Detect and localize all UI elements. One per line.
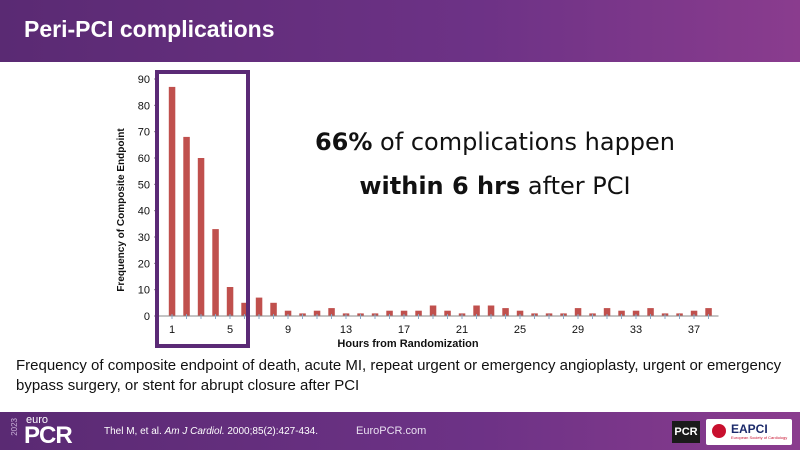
bar-hour-4 (212, 229, 219, 316)
citation-authors: Thel M, et al. (104, 426, 165, 437)
bar-hour-33 (632, 310, 640, 316)
y-tick-label: 40 (138, 206, 150, 218)
bar-hour-17 (400, 310, 408, 316)
bar-hour-23 (487, 305, 495, 316)
y-tick-label: 20 (138, 258, 150, 270)
x-tick-label: 25 (514, 324, 526, 336)
bar-hour-6 (241, 302, 248, 316)
logo-pcr: PCR (24, 422, 73, 449)
bar-hour-19 (429, 305, 437, 316)
y-tick-label: 90 (138, 74, 150, 86)
y-tick-label: 0 (144, 311, 150, 323)
bar-hour-9 (284, 310, 292, 316)
headline-percentage: 66% (314, 128, 373, 156)
heart-icon (712, 424, 726, 438)
x-tick-label: 21 (456, 324, 468, 336)
x-tick-label: 17 (398, 324, 410, 336)
europcr-logo: 2023 euro PCR (10, 414, 90, 449)
slide-title: Peri-PCI complications (24, 16, 275, 42)
y-tick-labels: 0 10 20 30 40 50 60 70 80 90 (138, 74, 150, 323)
bar-hour-37 (690, 310, 698, 316)
bar-hour-3 (197, 158, 205, 316)
x-tick-labels: 1 5 9 13 17 21 25 29 33 37 (169, 324, 700, 336)
headline-timeframe: within 6 hrs (359, 172, 521, 200)
eapci-sub-label: European Society of Cardiology (731, 435, 788, 440)
bar-hour-20 (444, 310, 451, 316)
bar-hour-11 (313, 310, 321, 316)
bar-hour-24 (502, 308, 509, 316)
slide-footer: 2023 euro PCR Thel M, et al. Am J Cardio… (0, 412, 800, 450)
eapci-logo: EAPCI European Society of Cardiology (706, 419, 792, 445)
bar-hour-38 (705, 308, 712, 316)
reference-citation: Thel M, et al. Am J Cardiol. 2000;85(2):… (104, 426, 318, 437)
bar-hour-25 (516, 310, 524, 316)
y-tick-label: 50 (138, 179, 150, 191)
headline-line-2-text: after PCI (520, 172, 631, 200)
bar-hour-7 (255, 297, 263, 316)
bar-hour-18 (415, 310, 422, 316)
bar-hour-2 (183, 136, 190, 316)
x-axis-label: Hours from Randomization (337, 338, 478, 350)
headline-line-1: 66% of complications happen (290, 120, 700, 164)
complications-bar-chart: 0 10 20 30 40 50 60 70 80 90 1 5 9 13 17 21 25 29 33 37 Ho… (116, 70, 719, 350)
citation-journal: Am J Cardiol. (164, 426, 225, 437)
early-hours-highlight-box (155, 70, 250, 348)
x-tick-label: 29 (572, 324, 584, 336)
x-tick-label: 37 (688, 324, 700, 336)
y-tick-label: 10 (138, 285, 150, 297)
bar-series (168, 86, 712, 317)
bar-hour-32 (618, 310, 625, 316)
citation-details: 2000;85(2):427-434. (224, 426, 318, 437)
pcr-badge-logo: PCR (672, 421, 700, 443)
figure-caption: Frequency of composite endpoint of death… (16, 357, 782, 394)
bar-hour-34 (647, 308, 654, 316)
headline-line-2: within 6 hrs after PCI (290, 164, 700, 208)
bar-hour-8 (270, 302, 277, 316)
bar-hour-31 (603, 308, 611, 316)
logo-euro: euro (26, 414, 49, 426)
y-tick-label: 30 (138, 232, 150, 244)
x-tick-label: 13 (340, 324, 352, 336)
y-tick-label: 60 (138, 153, 150, 165)
website-url[interactable]: EuroPCR.com (356, 425, 427, 437)
x-tick-label: 1 (169, 324, 175, 336)
x-tick-label: 9 (285, 324, 291, 336)
bar-hour-5 (226, 287, 234, 316)
bar-hour-16 (386, 310, 393, 316)
headline-line-1-text: of complications happen (372, 128, 676, 156)
slide-header: Peri-PCI complications (0, 0, 800, 62)
x-tick-label: 5 (227, 324, 233, 336)
bar-hour-1 (168, 86, 176, 317)
x-tick-label: 33 (630, 324, 642, 336)
bar-hour-29 (574, 308, 582, 316)
bar-hour-22 (473, 305, 480, 316)
y-tick-label: 80 (138, 100, 150, 112)
key-finding-headline: 66% of complications happen within 6 hrs… (290, 120, 700, 208)
y-tick-label: 70 (138, 127, 150, 139)
y-axis-label: Frequency of Composite Endpoint (116, 128, 127, 292)
bar-hour-12 (328, 308, 335, 316)
logo-year: 2023 (10, 418, 19, 436)
eapci-label: EAPCI (731, 422, 768, 436)
